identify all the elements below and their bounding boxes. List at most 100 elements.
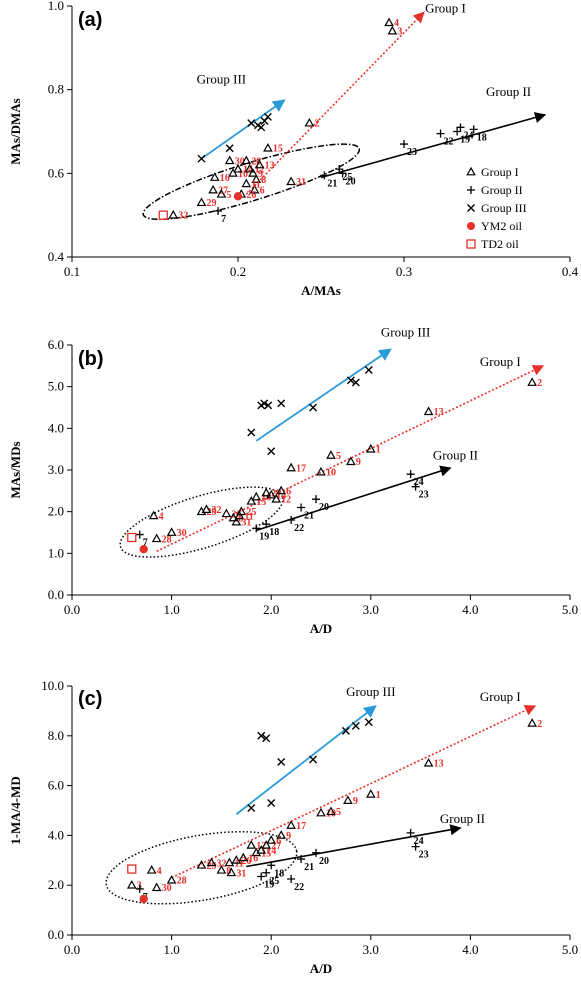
group-i-point	[216, 865, 227, 874]
group-label: Group III	[197, 71, 246, 86]
trend-arrow-group-iii	[235, 705, 377, 815]
y-tick-label: 0.0	[48, 587, 64, 602]
group-i-point	[254, 159, 265, 169]
group-i-point	[249, 184, 260, 194]
sample-number-label: 17	[296, 463, 306, 474]
group-i-point	[251, 174, 262, 184]
sample-number-label: 13	[434, 759, 444, 770]
sample-number-label: 25	[246, 507, 256, 518]
y-tick-label: 4.0	[48, 827, 64, 842]
group-i-point	[527, 718, 537, 727]
group-iii-point	[247, 804, 256, 813]
sample-number-label: 23	[419, 490, 429, 501]
sample-number-label: 11	[251, 179, 260, 190]
sample-number-label: 28	[251, 156, 261, 167]
group-i-point	[343, 795, 353, 804]
group-i-point	[226, 867, 237, 877]
group-i-point	[384, 17, 394, 27]
sample-number-label: 6	[286, 486, 291, 497]
sample-number-label: 21	[327, 178, 337, 189]
group-ii-point	[400, 140, 408, 149]
legend-td2-marker	[466, 239, 476, 249]
sample-number-label: 14	[266, 846, 276, 857]
ym2-oil-point	[139, 894, 148, 904]
group-i-point	[276, 830, 286, 839]
sample-number-label: 27	[271, 488, 281, 499]
sample-number-label: 30	[162, 883, 172, 894]
group-label: Group II	[486, 84, 531, 99]
legend-group-iii-marker	[467, 204, 475, 212]
group-iii-point	[263, 112, 272, 121]
sample-number-label: 17	[296, 821, 306, 832]
group-label: Group III	[346, 684, 395, 699]
sample-number-label: 18	[274, 868, 284, 879]
group-label: Group III	[381, 325, 430, 340]
group-iii-point	[225, 144, 234, 153]
group-iii-point	[277, 757, 286, 766]
group-ii-point	[312, 848, 321, 857]
y-tick-label: 6.0	[48, 778, 64, 793]
group-i-point	[263, 143, 273, 152]
group-ii-point	[287, 516, 296, 524]
group-iii-point	[364, 366, 373, 374]
group-i-point	[241, 155, 252, 165]
group-i-point	[201, 504, 212, 513]
cluster-ellipse	[119, 486, 284, 558]
legend-ym2-marker	[467, 222, 475, 230]
y-tick-label: 0.0	[48, 927, 64, 942]
group-i-point	[251, 491, 262, 501]
panel-tag: (b)	[78, 348, 104, 370]
group-ii-point	[469, 125, 478, 134]
sample-number-label: 11	[234, 858, 243, 869]
group-i-point	[326, 450, 336, 459]
sample-number-label: 19	[259, 531, 269, 542]
group-i-point	[246, 840, 257, 849]
group-ii-point	[135, 530, 144, 539]
sample-number-label: 9	[286, 831, 291, 842]
trend-arrow-group-ii	[246, 824, 462, 868]
y-tick-label: 10.0	[41, 678, 64, 693]
x-tick-label: 2.0	[263, 942, 279, 957]
group-ii-point	[135, 884, 144, 893]
group-i-point	[286, 820, 296, 829]
sample-number-label: 23	[419, 850, 429, 861]
group-iii-point	[309, 755, 318, 764]
group-ii-point	[252, 524, 261, 533]
group-ii-point	[297, 503, 306, 512]
x-tick-label: 0.0	[64, 602, 80, 617]
sample-number-label: 27	[271, 841, 281, 852]
sample-number-label: 5	[336, 807, 341, 818]
sample-number-label: 18	[477, 132, 487, 143]
group-i-point	[209, 172, 220, 181]
group-i-point	[238, 852, 249, 862]
sample-number-label: 15	[256, 497, 266, 508]
sample-number-label: 31	[296, 177, 306, 188]
group-i-point	[316, 466, 326, 476]
group-iii-point	[267, 799, 276, 808]
group-ii-point	[411, 842, 420, 851]
x-axis-label: A/D	[310, 961, 332, 976]
group-ii-point	[453, 127, 462, 136]
x-tick-label: 5.0	[562, 942, 578, 957]
group-i-point	[228, 512, 239, 522]
sample-number-label: 18	[269, 527, 279, 538]
x-axis-label: A/MAs	[301, 283, 341, 298]
sample-number-label: 13	[434, 407, 444, 418]
y-tick-label: 3.0	[48, 462, 64, 477]
group-iii-point	[351, 721, 360, 730]
sample-number-label: 28	[162, 534, 172, 545]
legend-group-i-marker	[466, 166, 476, 176]
sample-number-label: 22	[294, 882, 304, 893]
group-ii-point	[287, 874, 296, 883]
group-ii-point	[267, 861, 276, 870]
ym2-oil-point	[233, 192, 243, 201]
x-tick-label: 5.0	[562, 602, 578, 617]
group-iii-point	[264, 401, 273, 410]
group-i-point	[168, 209, 179, 219]
sample-number-label: 22	[294, 523, 304, 534]
group-i-point	[286, 462, 296, 472]
sample-number-label: 16	[248, 853, 258, 864]
sample-number-label: 24	[463, 130, 473, 141]
y-tick-label: 1.0	[48, 545, 64, 560]
sample-number-label: 22	[444, 137, 454, 148]
